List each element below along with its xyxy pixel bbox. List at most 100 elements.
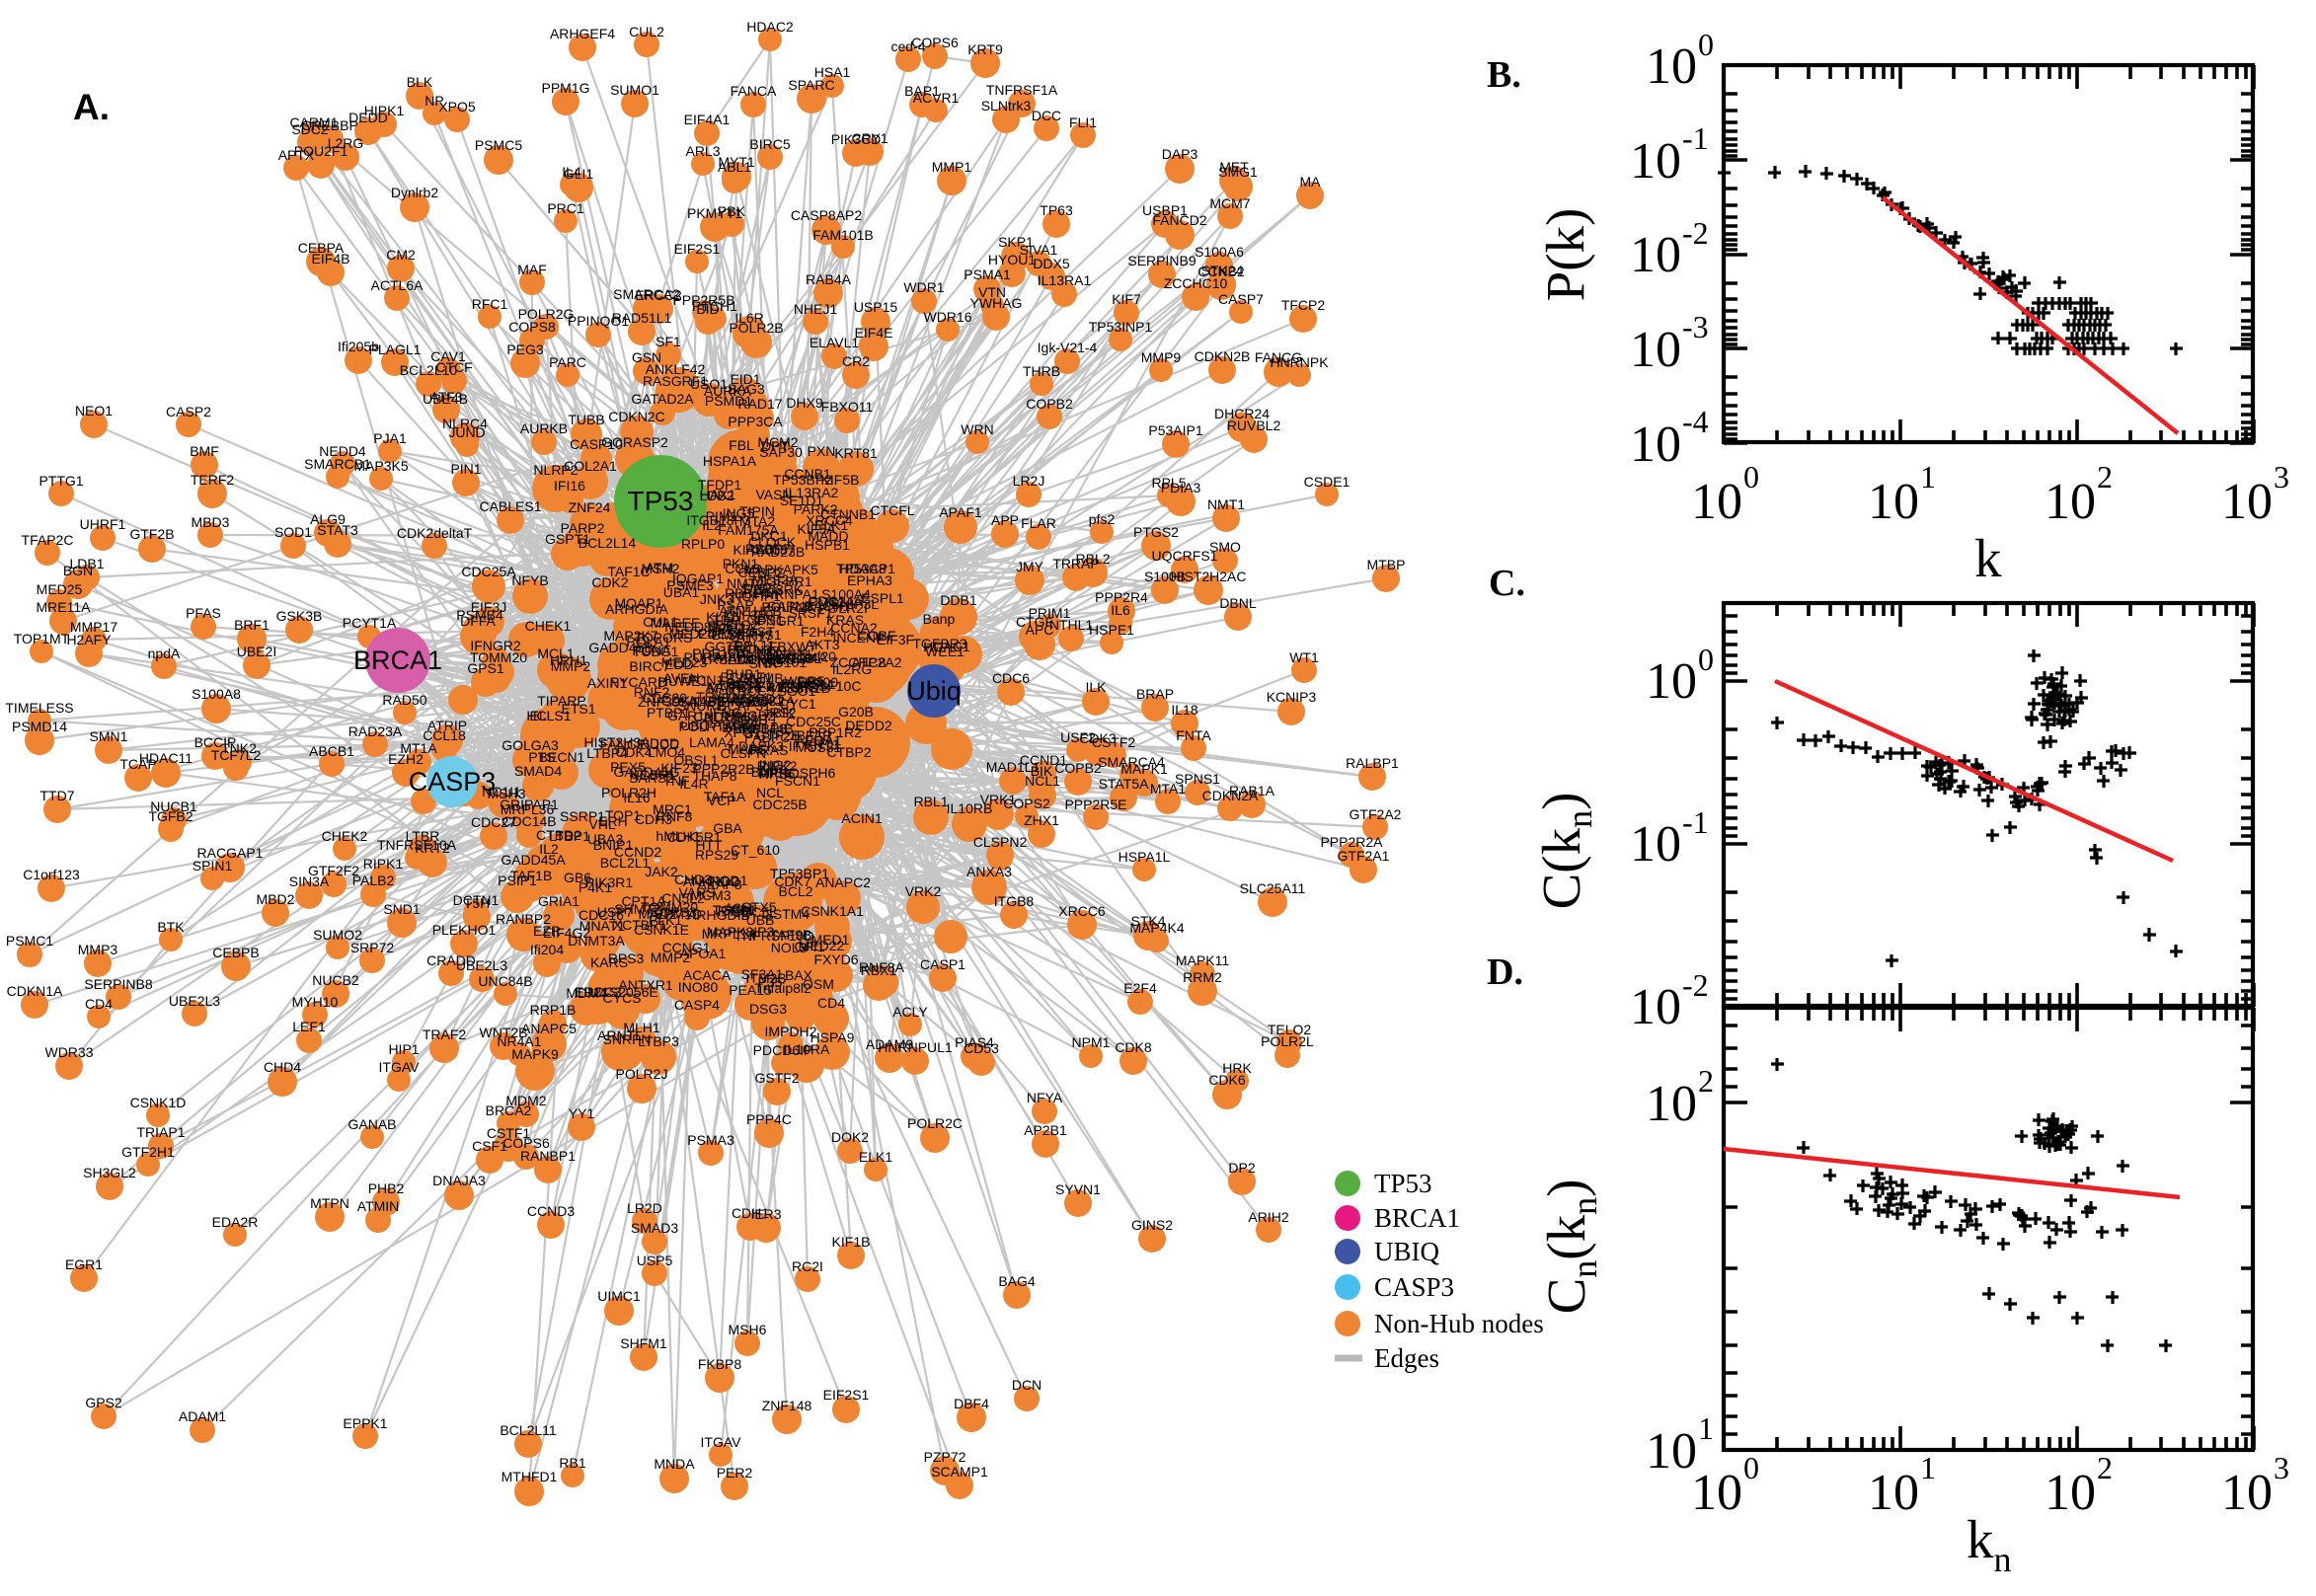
svg-text:MOAP1: MOAP1 (614, 595, 662, 611)
svg-text:PPP4C: PPP4C (746, 1111, 792, 1127)
svg-text:MTBP: MTBP (1367, 557, 1406, 572)
svg-text:IL16: IL16 (623, 790, 650, 805)
svg-text:-4: -4 (1682, 404, 1709, 439)
svg-text:MAP3K5: MAP3K5 (353, 458, 408, 474)
svg-text:hMLH1: hMLH1 (656, 828, 700, 844)
svg-text:GTF2F2: GTF2F2 (308, 863, 359, 878)
svg-text:TGFBR1: TGFBR1 (757, 573, 811, 589)
svg-text:OBSL1: OBSL1 (673, 752, 718, 768)
svg-text:DP2: DP2 (1228, 1160, 1255, 1176)
svg-text:CEBPB: CEBPB (212, 945, 259, 960)
svg-text:ORC3L: ORC3L (776, 650, 822, 666)
svg-text:CDC25B: CDC25B (752, 797, 807, 812)
svg-text:BCL2L1: BCL2L1 (600, 855, 651, 871)
svg-text:10: 10 (1868, 1465, 1919, 1521)
svg-text:TNFRSF10D: TNFRSF10D (734, 928, 814, 944)
svg-text:MBD2: MBD2 (257, 891, 295, 907)
svg-text:SMAD4: SMAD4 (514, 763, 562, 779)
svg-text:IL10: IL10 (724, 651, 750, 667)
svg-text:VCP: VCP (708, 793, 736, 808)
svg-text:HRH1: HRH1 (550, 652, 587, 668)
svg-text:DMC1: DMC1 (735, 646, 775, 661)
svg-text:AVEN: AVEN (662, 670, 699, 686)
svg-text:C7orf20: C7orf20 (787, 648, 836, 664)
svg-text:ADAM9: ADAM9 (866, 1036, 913, 1052)
svg-text:PLAGL1: PLAGL1 (369, 342, 422, 357)
svg-text:SHFM1: SHFM1 (620, 1335, 667, 1351)
svg-text:BCL2L14: BCL2L14 (579, 535, 637, 551)
svg-text:PCYT1A: PCYT1A (343, 615, 397, 631)
svg-text:NDN: NDN (756, 644, 786, 659)
svg-text:BMF: BMF (190, 443, 219, 459)
svg-text:PLK1: PLK1 (649, 912, 682, 928)
svg-text:UBE2L3: UBE2L3 (169, 993, 220, 1009)
svg-text:HUWE1: HUWE1 (658, 673, 709, 689)
svg-text:KRAS: KRAS (826, 612, 864, 628)
svg-text:ACLY: ACLY (892, 1004, 928, 1020)
svg-text:CD4: CD4 (85, 996, 113, 1012)
svg-text:DBF4: DBF4 (954, 1396, 989, 1411)
svg-text:SIVA1: SIVA1 (1020, 242, 1058, 258)
svg-text:NFYB: NFYB (511, 572, 548, 588)
svg-text:NPM1: NPM1 (1072, 1034, 1111, 1050)
svg-text:TIPIN: TIPIN (739, 503, 775, 519)
svg-text:KRT81: KRT81 (834, 445, 878, 461)
svg-text:HIPK1: HIPK1 (364, 103, 405, 118)
svg-text:TAF1A: TAF1A (704, 789, 746, 804)
svg-text:PRC1: PRC1 (547, 200, 584, 216)
svg-text:CSNK1E: CSNK1E (634, 922, 689, 938)
svg-text:HSPE1: HSPE1 (1089, 622, 1134, 638)
svg-text:F2H4: F2H4 (801, 624, 834, 640)
svg-text:DHCR24: DHCR24 (1214, 406, 1270, 421)
svg-text:-1: -1 (1682, 120, 1709, 156)
svg-text:MED22: MED22 (799, 938, 845, 953)
svg-text:IL18: IL18 (1171, 702, 1197, 718)
svg-text:MAP2K4: MAP2K4 (716, 648, 770, 664)
svg-text:POLR2C: POLR2C (907, 1115, 963, 1131)
svg-text:PRTN3: PRTN3 (727, 642, 772, 657)
svg-text:ITGAV: ITGAV (379, 1059, 421, 1075)
svg-text:BRCA1: BRCA1 (1374, 1203, 1460, 1233)
svg-text:MET: MET (1219, 159, 1249, 175)
svg-text:CALR: CALR (693, 709, 730, 724)
svg-text:HNRNPUL1: HNRNPUL1 (878, 1039, 953, 1055)
svg-text:RRAS: RRAS (750, 742, 789, 758)
svg-text:MYH10: MYH10 (292, 994, 339, 1010)
svg-text:EDD: EDD (664, 656, 694, 672)
svg-text:ESPL1: ESPL1 (861, 590, 904, 606)
svg-text:TRIAP1: TRIAP1 (136, 1124, 185, 1140)
svg-text:MAPK11: MAPK11 (1176, 952, 1229, 968)
svg-text:EZH2: EZH2 (388, 751, 424, 767)
svg-text:ANTXR1: ANTXR1 (618, 977, 672, 993)
svg-text:RAD23A: RAD23A (348, 723, 403, 739)
svg-text:ALG9: ALG9 (310, 511, 346, 527)
svg-text:SGO1: SGO1 (778, 683, 816, 699)
svg-text:PPM1G: PPM1G (541, 80, 589, 96)
svg-text:CDKN2B: CDKN2B (1195, 348, 1251, 364)
svg-text:1: 1 (1920, 1450, 1936, 1485)
svg-text:CDS1: CDS1 (746, 612, 784, 628)
svg-text:PER2: PER2 (717, 1465, 753, 1481)
svg-text:MLH1: MLH1 (623, 1020, 660, 1035)
svg-text:FLI1: FLI1 (1069, 114, 1097, 130)
svg-text:ERH: ERH (598, 813, 628, 829)
svg-text:WDR5: WDR5 (784, 673, 824, 689)
svg-text:SDC2: SDC2 (291, 121, 329, 137)
svg-text:10: 10 (1630, 227, 1681, 283)
svg-text:A.: A. (73, 87, 110, 127)
svg-text:IL6: IL6 (1111, 602, 1130, 618)
svg-text:Igk-V21-4: Igk-V21-4 (1038, 340, 1098, 355)
svg-text:POU2F1: POU2F1 (294, 143, 348, 159)
svg-text:CTNNB1: CTNNB1 (820, 506, 876, 522)
svg-text:ERCC2: ERCC2 (635, 287, 682, 303)
svg-text:DCD: DCD (650, 735, 679, 751)
svg-text:PXN: PXN (808, 443, 836, 459)
svg-text:IL2: IL2 (702, 517, 722, 533)
svg-text:NBN: NBN (708, 621, 737, 637)
svg-text:CYC1: CYC1 (779, 696, 816, 712)
svg-text:UBE2L3: UBE2L3 (456, 957, 507, 973)
svg-text:MAD1L1: MAD1L1 (986, 759, 1041, 775)
svg-text:MAPK1: MAPK1 (1120, 761, 1168, 777)
svg-text:MAPKAPK5: MAPKAPK5 (743, 562, 818, 577)
svg-text:DAP3: DAP3 (1162, 146, 1198, 162)
